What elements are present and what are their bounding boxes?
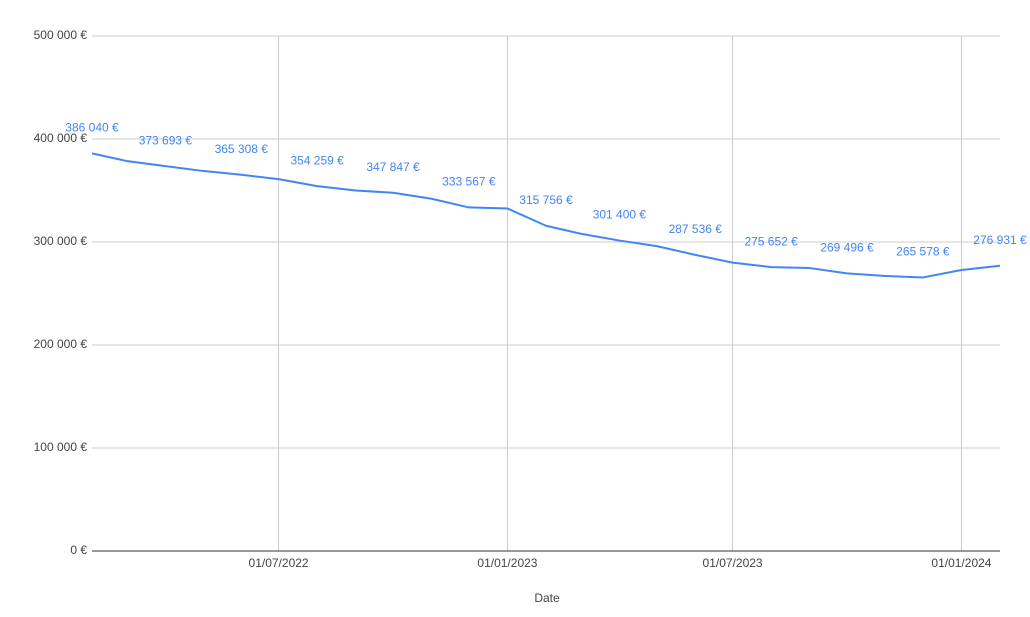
x-axis-title: Date (534, 591, 560, 605)
y-tick-label: 0 € (70, 543, 87, 557)
data-label: 386 040 € (65, 121, 119, 135)
data-label: 347 847 € (366, 160, 420, 174)
data-label: 276 931 € (973, 233, 1027, 247)
data-label: 265 578 € (896, 245, 950, 259)
y-tick-label: 500 000 € (34, 28, 88, 42)
y-tick-label: 300 000 € (34, 234, 88, 248)
y-tick-label: 200 000 € (34, 337, 88, 351)
data-label: 373 693 € (139, 133, 193, 147)
data-label: 315 756 € (519, 193, 573, 207)
data-label: 275 652 € (744, 234, 798, 248)
data-label: 269 496 € (820, 241, 874, 255)
x-tick-label: 01/01/2023 (477, 556, 537, 570)
data-label: 354 259 € (290, 153, 344, 167)
y-tick-label: 400 000 € (34, 131, 88, 145)
data-label: 365 308 € (215, 142, 269, 156)
y-tick-label: 100 000 € (34, 440, 88, 454)
data-label: 333 567 € (442, 175, 496, 189)
x-tick-label: 01/01/2024 (931, 556, 991, 570)
data-label: 287 536 € (669, 222, 723, 236)
data-label: 301 400 € (593, 208, 647, 222)
line (91, 152, 1001, 279)
x-tick-label: 01/07/2023 (703, 556, 763, 570)
x-tick-label: 01/07/2022 (249, 556, 309, 570)
